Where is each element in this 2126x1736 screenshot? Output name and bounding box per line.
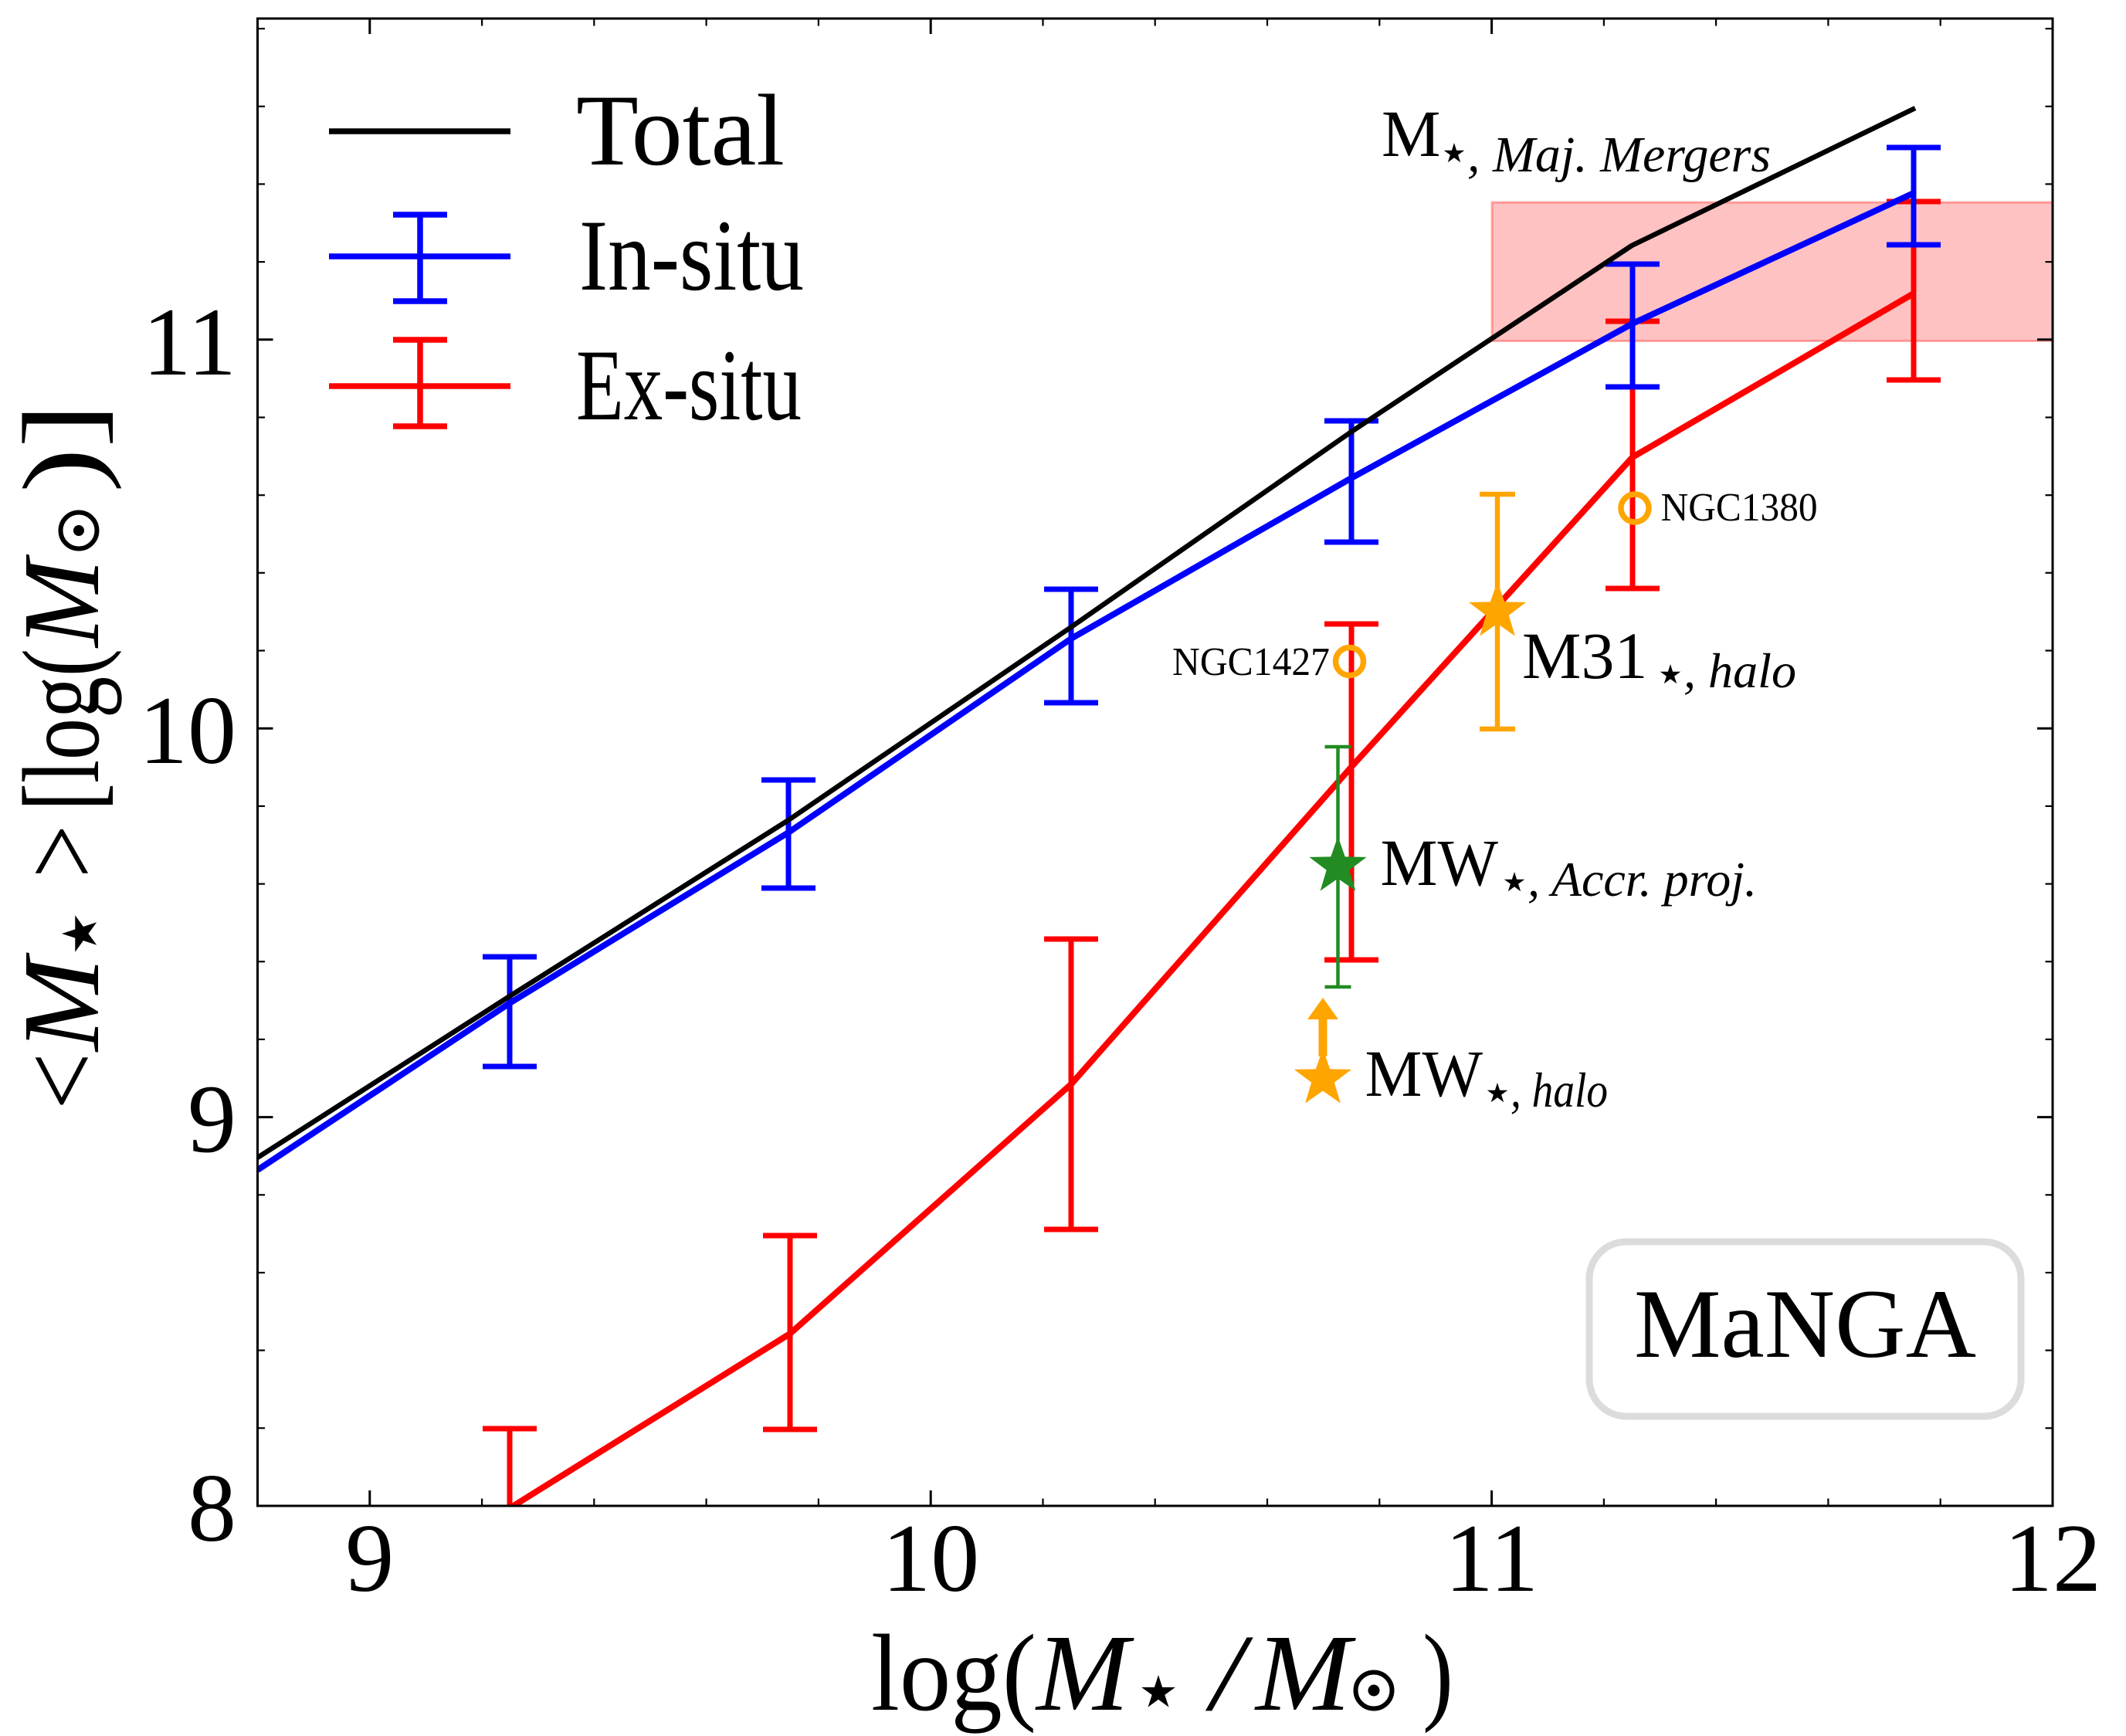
svg-text:11: 11 [1445, 1505, 1538, 1612]
svg-text:, halo: , halo [1684, 643, 1796, 698]
svg-text:NGC1427: NGC1427 [1172, 640, 1330, 684]
svg-text:11: 11 [143, 289, 236, 396]
svg-text:8: 8 [188, 1455, 236, 1562]
svg-text:, Accr. proj.: , Accr. proj. [1528, 852, 1757, 907]
svg-text:12: 12 [2004, 1505, 2101, 1612]
svg-text:Ex-situ: Ex-situ [576, 328, 802, 442]
svg-text:MW: MW [1365, 1036, 1483, 1110]
svg-text:M: M [0, 952, 122, 1053]
svg-text:, halo: , halo [1511, 1063, 1608, 1117]
svg-text:[log(: [log( [0, 649, 122, 811]
svg-text:9: 9 [345, 1505, 394, 1612]
svg-text:MW: MW [1381, 826, 1499, 900]
svg-text:>: > [0, 825, 122, 878]
svg-text:<: < [0, 1053, 122, 1110]
svg-text:10: 10 [882, 1505, 979, 1612]
svg-text:NGC1380: NGC1380 [1661, 486, 1818, 530]
svg-text:MaNGA: MaNGA [1634, 1270, 1976, 1378]
svg-text:M: M [1254, 1612, 1356, 1734]
svg-text:M: M [0, 554, 122, 649]
svg-text:M: M [1382, 97, 1440, 171]
svg-text:, Maj. Mergers: , Maj. Mergers [1467, 127, 1771, 183]
svg-text:log(: log( [871, 1612, 1036, 1734]
svg-text:10: 10 [139, 677, 236, 785]
svg-text:M31: M31 [1522, 619, 1648, 693]
svg-text:Total: Total [576, 73, 785, 187]
svg-text:In-situ: In-situ [579, 198, 804, 312]
svg-text:9: 9 [188, 1066, 236, 1174]
svg-text:)]: )] [0, 403, 122, 493]
svg-text:M: M [1035, 1612, 1134, 1734]
svg-text:): ) [1422, 1612, 1453, 1734]
